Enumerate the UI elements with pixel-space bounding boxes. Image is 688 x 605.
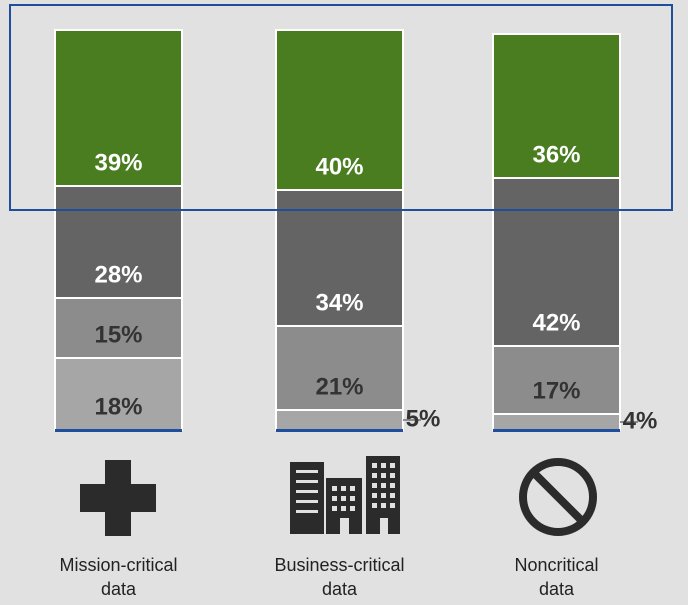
value-label: 40% <box>315 153 363 180</box>
value-label: 18% <box>94 393 142 420</box>
category-label: Noncritical data <box>514 555 599 599</box>
category-label: Mission-critical data <box>59 555 178 599</box>
baseline <box>493 429 620 432</box>
bar-segment <box>492 177 621 347</box>
value-label: 28% <box>94 261 142 288</box>
value-label: 5% <box>406 405 441 432</box>
bar-segment <box>54 29 183 187</box>
highlight-box <box>9 4 673 211</box>
bar-segment <box>275 189 404 327</box>
value-label: 17% <box>532 377 580 404</box>
value-label: 42% <box>532 309 580 336</box>
value-label: 4% <box>623 407 658 434</box>
icon-no <box>519 458 597 536</box>
value-label: 15% <box>94 321 142 348</box>
bar-segment <box>275 325 404 411</box>
bar-segment <box>492 413 621 431</box>
icon-buildings <box>290 456 400 534</box>
bar-segment <box>492 33 621 179</box>
bar-segment <box>275 409 404 431</box>
icon-plus <box>80 460 156 536</box>
baseline <box>276 429 403 432</box>
baseline <box>55 429 182 432</box>
value-label: 36% <box>532 141 580 168</box>
bar-segment <box>54 185 183 299</box>
value-label: 34% <box>315 289 363 316</box>
bar-segment <box>275 29 404 191</box>
value-label: 21% <box>315 373 363 400</box>
category-label: Business-critical data <box>274 555 405 599</box>
value-label: 39% <box>94 149 142 176</box>
